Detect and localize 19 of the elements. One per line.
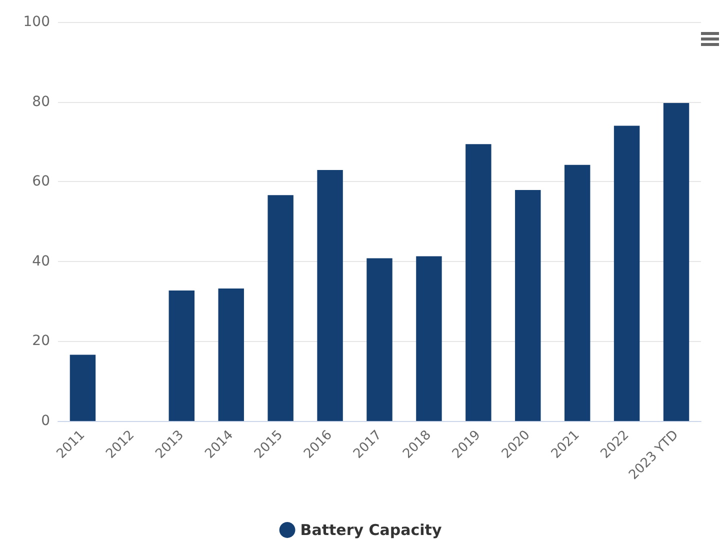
bar [317,170,343,421]
bar [218,288,244,421]
bar [614,126,640,421]
bar [515,190,541,421]
y-tick-label: 20 [32,333,50,350]
y-tick-label: 100 [23,14,50,30]
y-tick-label: 0 [41,413,50,429]
bar [366,258,392,421]
y-tick-label: 60 [32,174,50,190]
bar [466,144,492,421]
bar [70,354,96,421]
bar [268,195,294,421]
y-tick-label: 80 [32,94,50,110]
bar [663,102,690,421]
bar [564,164,590,421]
legend-label: Battery Capacity [300,521,442,539]
bar [416,256,442,421]
bar [168,290,195,421]
y-tick-label: 40 [32,253,50,270]
